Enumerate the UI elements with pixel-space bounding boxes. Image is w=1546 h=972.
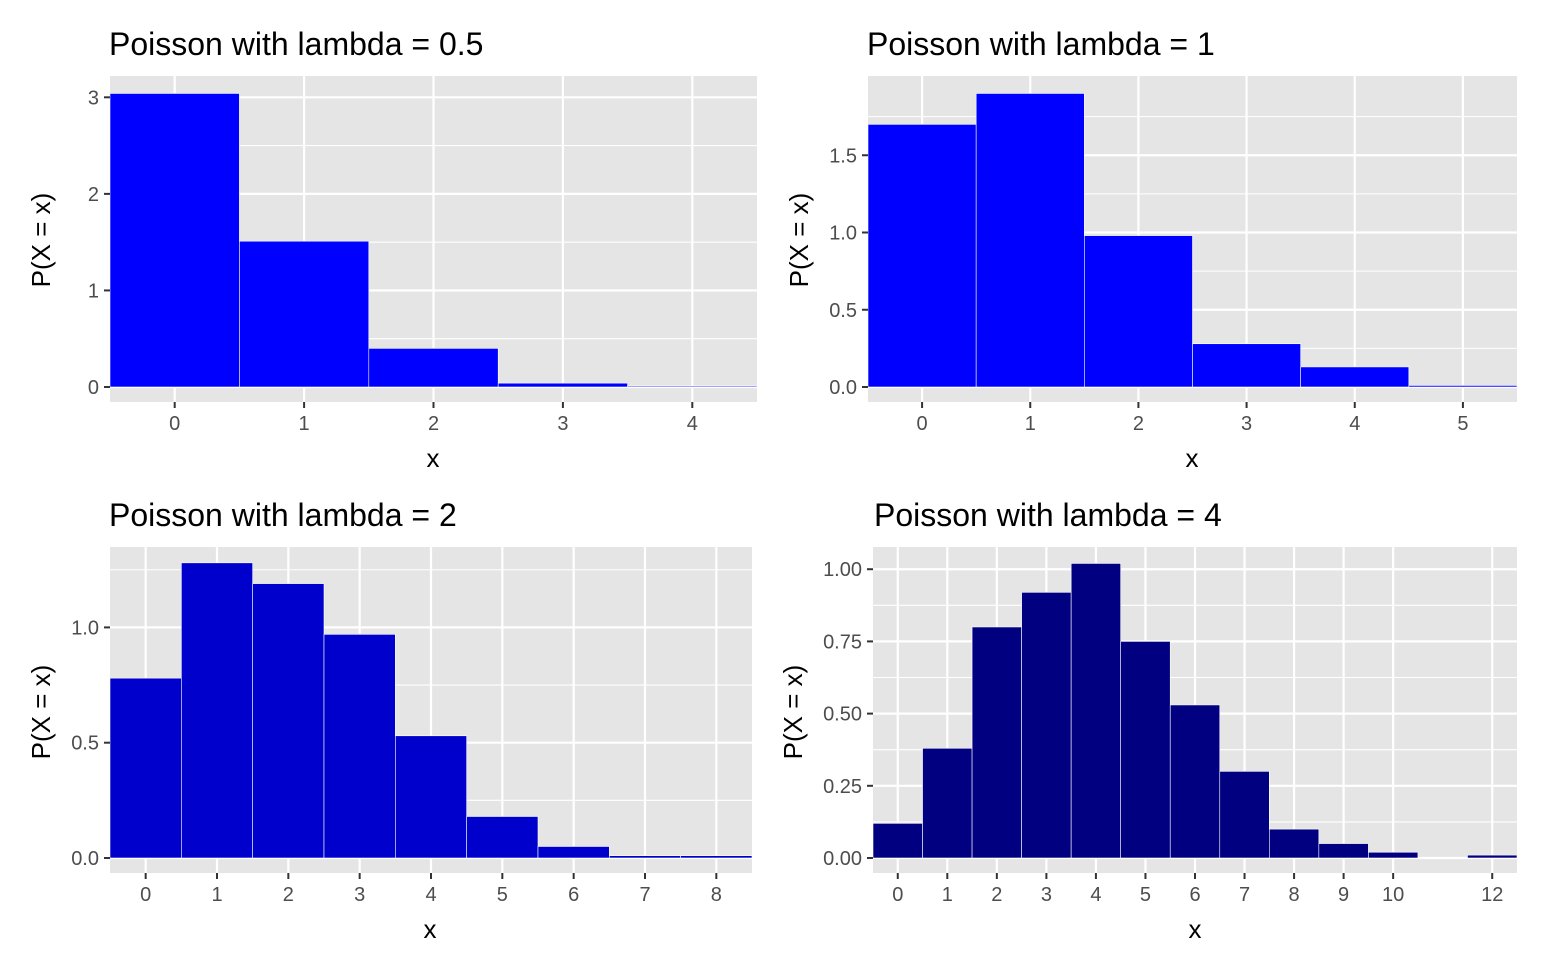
x-tick-label: 9	[1338, 884, 1349, 906]
y-tick-label: 1.0	[829, 223, 857, 245]
bar-x-4	[1300, 366, 1410, 388]
bar-x-5	[466, 816, 539, 859]
x-tick-label: 0	[892, 884, 903, 906]
bar-x-4	[395, 735, 467, 859]
x-tick-label: 0	[140, 884, 151, 906]
x-tick-label: 5	[1457, 413, 1468, 435]
x-tick-label: 1	[299, 413, 310, 435]
x-axis-title: x	[424, 914, 437, 944]
x-tick-label: 8	[711, 884, 722, 906]
chart-title: Poisson with lambda = 4	[874, 497, 1222, 533]
bar-x-4	[1070, 563, 1121, 859]
x-tick-label: 2	[428, 413, 439, 435]
y-tick-label: 0.50	[823, 704, 862, 726]
x-tick-label: 7	[1239, 884, 1250, 906]
chart-panel-lambda-1: 0.0 0.5 1.0 1.5 0 1 2 3 4 5 Poisson with lambda = …	[784, 26, 1518, 473]
x-tick-label: 1	[942, 884, 953, 906]
y-axis-title: P(X = x)	[26, 193, 56, 288]
y-tick-label: 0.0	[71, 848, 99, 870]
bar-x-2	[368, 348, 499, 388]
bar-x-0	[109, 93, 240, 388]
bar-x-8	[1269, 828, 1320, 859]
y-tick-label: 2	[88, 184, 99, 206]
bar-x-9	[1318, 843, 1369, 859]
x-tick-label: 4	[687, 413, 698, 435]
bar-x-4	[627, 385, 758, 388]
x-tick-label: 2	[1133, 413, 1144, 435]
x-tick-label: 8	[1289, 884, 1300, 906]
bar-x-5	[1408, 385, 1518, 388]
bar-x-1	[239, 240, 370, 388]
bar-x-1	[181, 562, 253, 859]
x-tick-label: 4	[1349, 413, 1360, 435]
y-tick-label: 0.5	[71, 733, 99, 755]
y-axis-title: P(X = x)	[784, 193, 814, 288]
y-axis-title: P(X = x)	[778, 665, 808, 760]
x-axis-title: x	[1189, 914, 1202, 944]
bar-x-7	[609, 855, 681, 859]
y-tick-label: 0.00	[823, 848, 862, 870]
x-tick-label: 7	[639, 884, 650, 906]
bar-x-0	[867, 124, 977, 388]
chart-title: Poisson with lambda = 2	[109, 497, 457, 533]
bar-x-6	[537, 846, 610, 859]
bar-x-8	[680, 855, 753, 859]
x-tick-label: 3	[1041, 884, 1052, 906]
x-tick-label: 1	[1025, 413, 1036, 435]
x-tick-label: 12	[1481, 884, 1503, 906]
bar-x-3	[323, 634, 396, 859]
x-tick-label: 10	[1382, 884, 1404, 906]
x-tick-label: 1	[211, 884, 222, 906]
x-tick-label: 2	[283, 884, 294, 906]
x-tick-label: 4	[1090, 884, 1101, 906]
bar-x-0	[872, 823, 923, 859]
bar-x-5	[1120, 641, 1171, 859]
y-tick-label: 0.5	[829, 300, 857, 322]
x-tick-label: 0	[169, 413, 180, 435]
y-tick-label: 1.0	[71, 617, 99, 639]
bar-x-6	[1169, 704, 1221, 859]
bar-x-12	[1467, 854, 1518, 859]
bar-x-1	[922, 747, 973, 859]
bar-x-3	[497, 382, 628, 388]
x-tick-label: 2	[991, 884, 1002, 906]
bar-x-2	[971, 626, 1022, 859]
chart-panel-lambda-2: 0.0 0.5 1.0 0 1 2 3 4 5 6 7 8 Poisson with lambda = …	[26, 497, 753, 944]
bar-x-0	[109, 677, 182, 859]
y-axis-title: P(X = x)	[26, 665, 56, 760]
bar-x-3	[1192, 343, 1301, 388]
x-tick-label: 3	[1241, 413, 1252, 435]
y-tick-label: 0.0	[829, 377, 857, 399]
y-tick-label: 0.25	[823, 776, 862, 798]
chart-title: Poisson with lambda = 1	[867, 26, 1215, 62]
x-tick-label: 5	[497, 884, 508, 906]
y-tick-label: 1.00	[823, 559, 862, 581]
bar-x-3	[1021, 592, 1072, 859]
x-axis-title: x	[427, 443, 440, 473]
bar-x-2	[1084, 235, 1193, 388]
y-tick-label: 1.5	[829, 145, 857, 167]
y-tick-label: 3	[88, 87, 99, 109]
y-tick-label: 0.75	[823, 631, 862, 653]
bar-x-7	[1219, 771, 1270, 859]
chart-panel-lambda-4: 0.000.250.500.751.000 1 2 3 4 5 6 7 8 9 10 12Poisso…	[778, 497, 1518, 944]
x-tick-label: 3	[557, 413, 568, 435]
x-tick-label: 4	[425, 884, 436, 906]
x-tick-label: 3	[354, 884, 365, 906]
y-tick-label: 1	[88, 280, 99, 302]
bar-x-2	[252, 583, 325, 859]
x-tick-label: 5	[1140, 884, 1151, 906]
bar-x-10	[1368, 851, 1419, 859]
chart-title: Poisson with lambda = 0.5	[109, 26, 483, 62]
y-tick-label: 0	[88, 377, 99, 399]
chart-panel-lambda-0.5: 0 1 2 3 0 1 2 3 4 Poisson with lambda = 0.5 P(X = …	[26, 26, 758, 473]
x-tick-label: 6	[568, 884, 579, 906]
x-axis-title: x	[1186, 443, 1199, 473]
x-tick-label: 0	[917, 413, 928, 435]
x-tick-label: 6	[1189, 884, 1200, 906]
bar-x-1	[975, 93, 1085, 388]
